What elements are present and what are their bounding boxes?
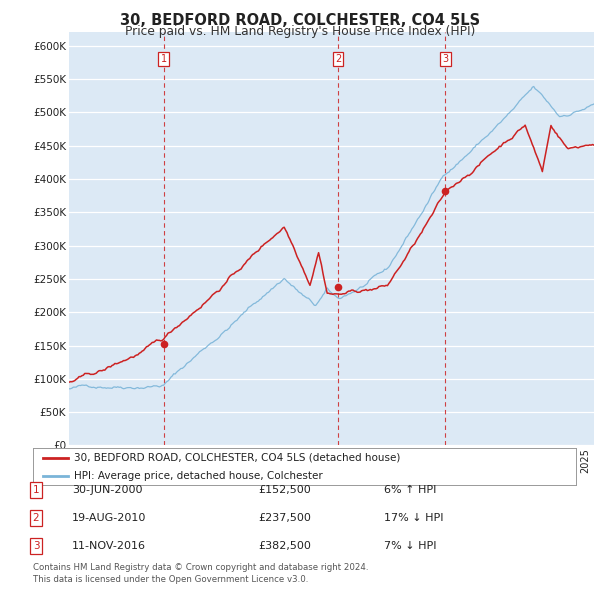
Text: 3: 3 bbox=[32, 542, 40, 551]
Text: 30-JUN-2000: 30-JUN-2000 bbox=[72, 485, 143, 494]
Text: £152,500: £152,500 bbox=[258, 485, 311, 494]
Text: 7% ↓ HPI: 7% ↓ HPI bbox=[384, 542, 437, 551]
Text: 2: 2 bbox=[32, 513, 40, 523]
Text: 1: 1 bbox=[161, 54, 167, 64]
Text: 3: 3 bbox=[442, 54, 449, 64]
Text: 1: 1 bbox=[32, 485, 40, 494]
Text: HPI: Average price, detached house, Colchester: HPI: Average price, detached house, Colc… bbox=[74, 471, 322, 481]
Text: 30, BEDFORD ROAD, COLCHESTER, CO4 5LS: 30, BEDFORD ROAD, COLCHESTER, CO4 5LS bbox=[120, 13, 480, 28]
Text: 19-AUG-2010: 19-AUG-2010 bbox=[72, 513, 146, 523]
Text: 6% ↑ HPI: 6% ↑ HPI bbox=[384, 485, 436, 494]
Text: 2: 2 bbox=[335, 54, 341, 64]
Text: £382,500: £382,500 bbox=[258, 542, 311, 551]
Text: 17% ↓ HPI: 17% ↓ HPI bbox=[384, 513, 443, 523]
Text: £237,500: £237,500 bbox=[258, 513, 311, 523]
Text: 11-NOV-2016: 11-NOV-2016 bbox=[72, 542, 146, 551]
Text: 30, BEDFORD ROAD, COLCHESTER, CO4 5LS (detached house): 30, BEDFORD ROAD, COLCHESTER, CO4 5LS (d… bbox=[74, 453, 400, 463]
Text: Contains HM Land Registry data © Crown copyright and database right 2024.
This d: Contains HM Land Registry data © Crown c… bbox=[33, 563, 368, 584]
Text: Price paid vs. HM Land Registry's House Price Index (HPI): Price paid vs. HM Land Registry's House … bbox=[125, 25, 475, 38]
